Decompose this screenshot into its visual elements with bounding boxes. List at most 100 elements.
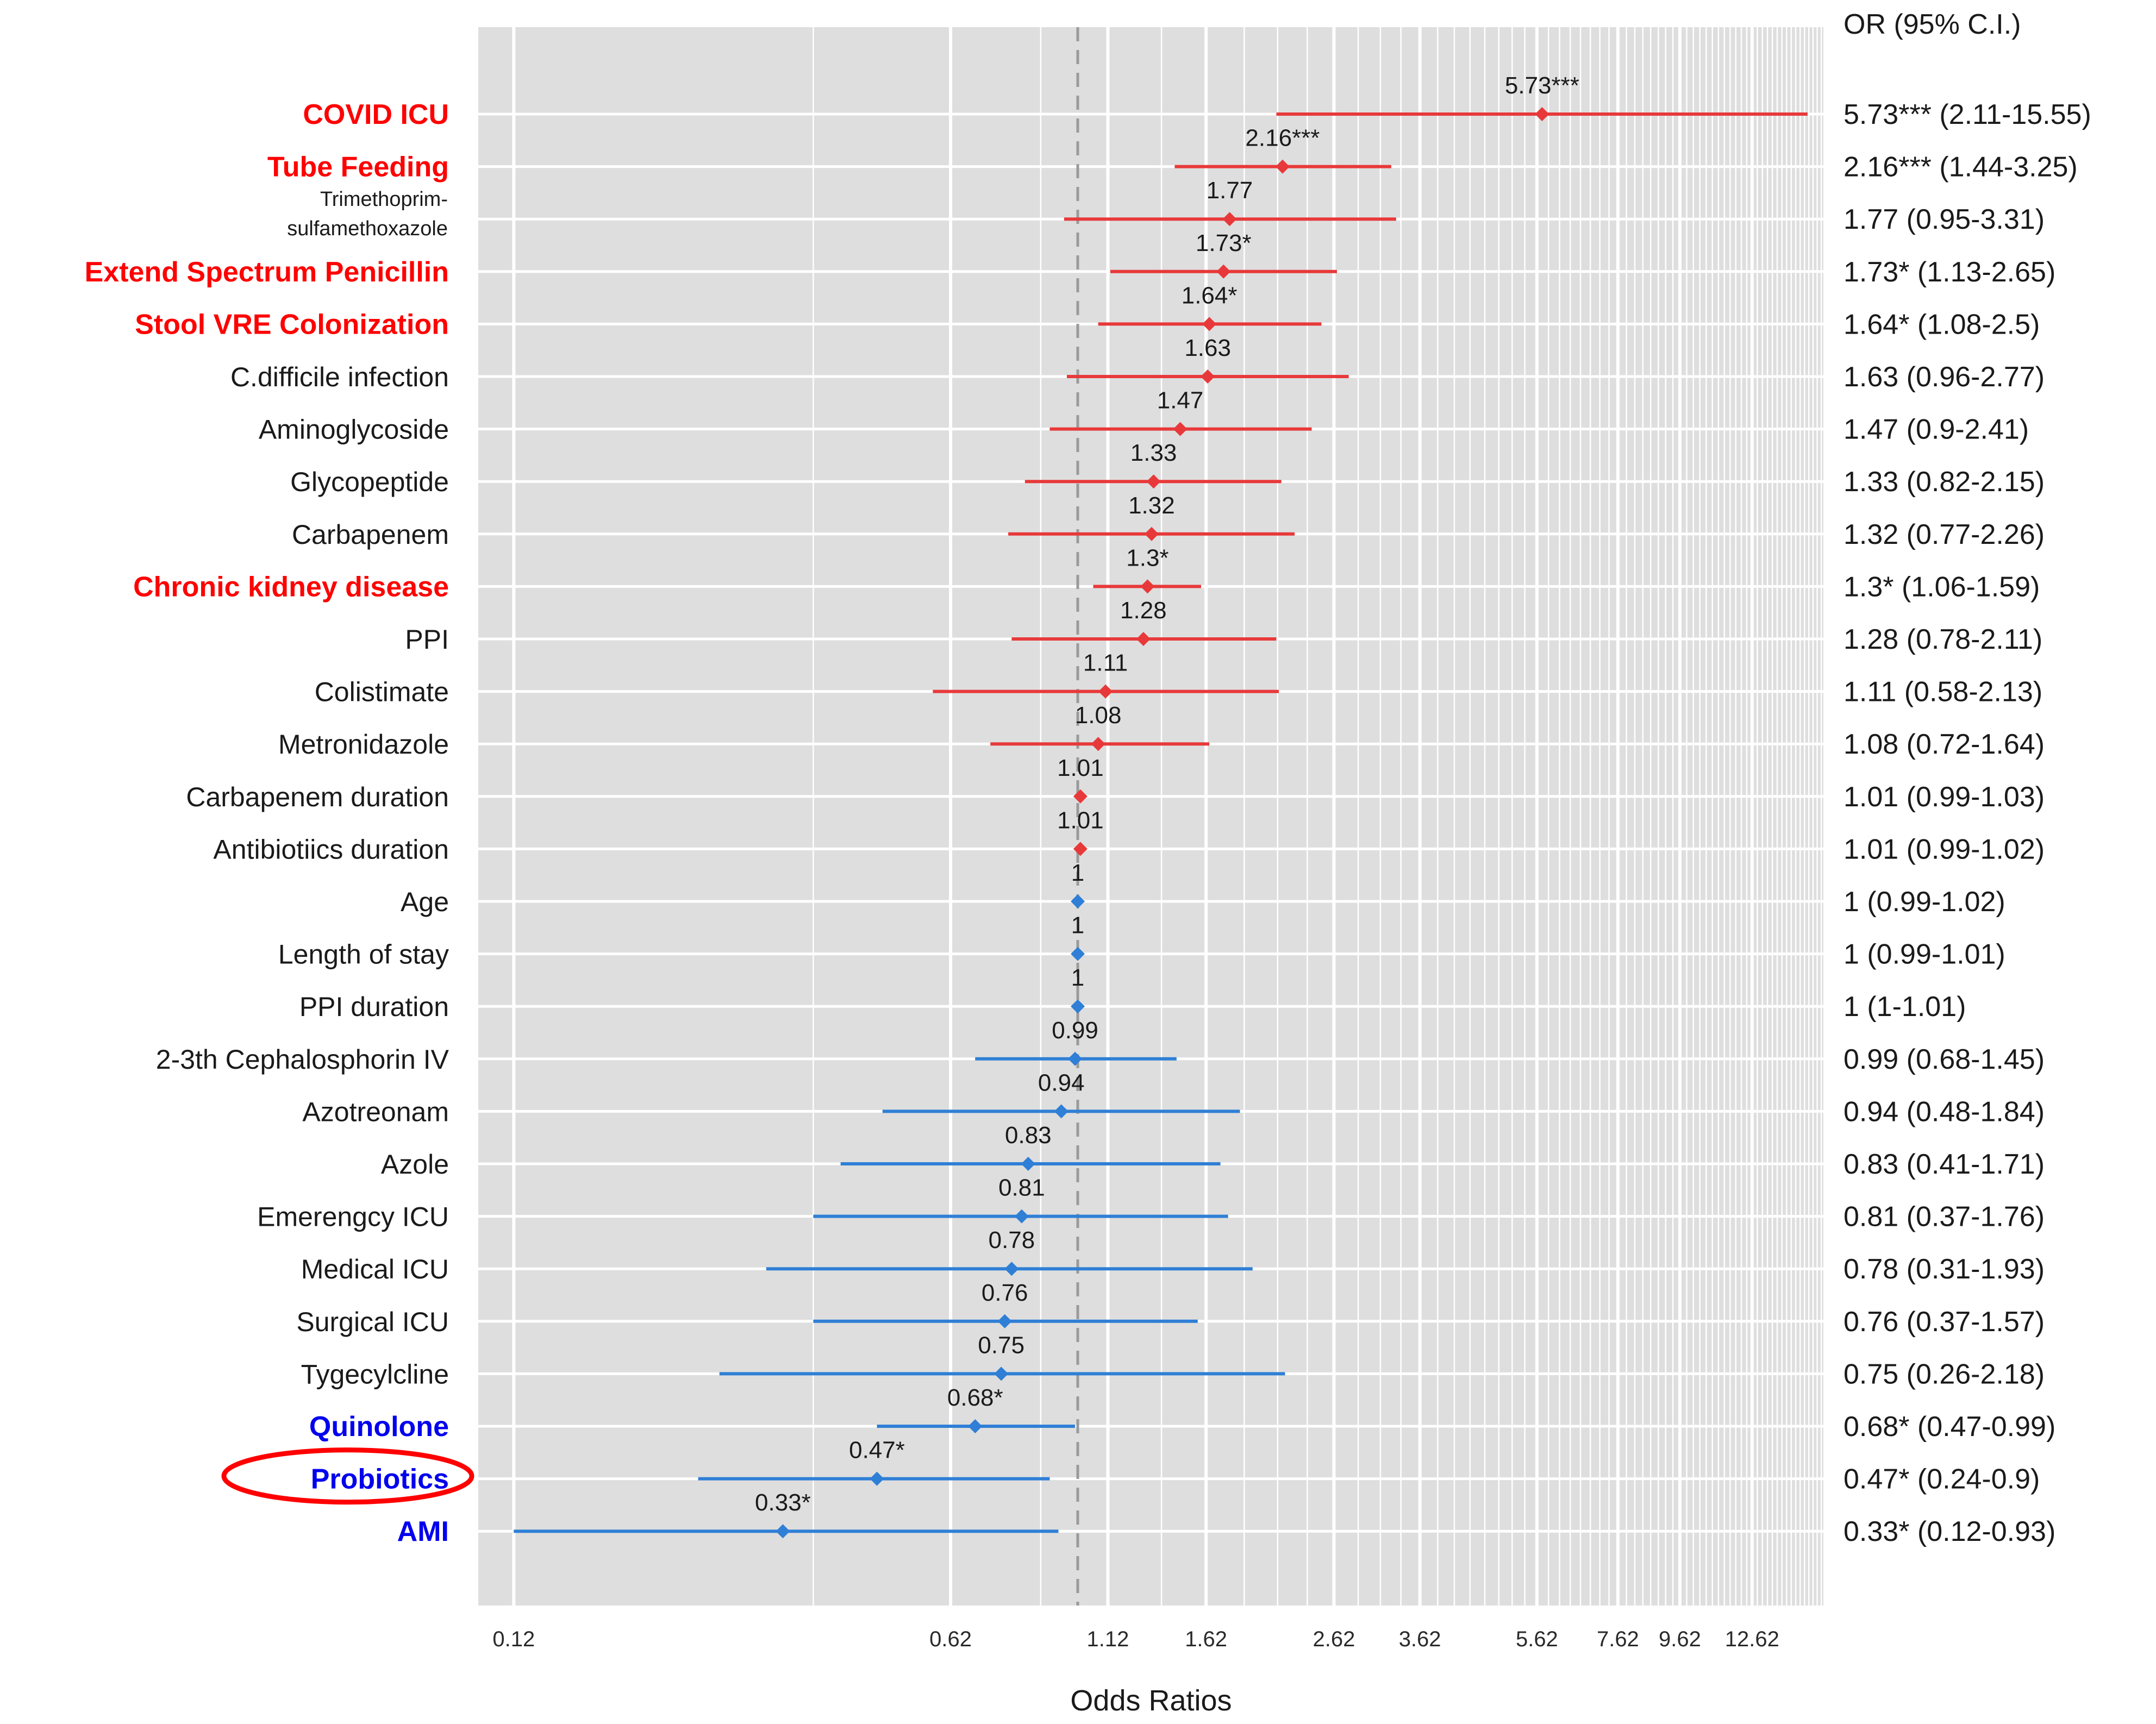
row-label: Surgical ICU bbox=[296, 1307, 449, 1337]
row-label: 2-3th Cephalosphorin IV bbox=[156, 1044, 449, 1075]
plot-panel bbox=[478, 27, 1823, 1606]
or-point bbox=[1222, 212, 1237, 227]
row-label: Glycopeptide bbox=[290, 467, 449, 497]
x-tick-label: 2.62 bbox=[1313, 1627, 1355, 1651]
value-label: 0.83 bbox=[1005, 1122, 1052, 1149]
row-label: Stool VRE Colonization bbox=[135, 309, 449, 340]
value-label: 1.28 bbox=[1120, 597, 1167, 624]
or-ci-text: 0.76 (0.37-1.57) bbox=[1843, 1306, 2045, 1338]
or-ci-text: 1.47 (0.9-2.41) bbox=[1843, 414, 2029, 446]
value-label: 2.16*** bbox=[1245, 125, 1320, 152]
or-ci-text: 0.33* (0.12-0.93) bbox=[1843, 1516, 2055, 1547]
x-tick-label: 3.62 bbox=[1399, 1627, 1441, 1651]
value-label: 1.11 bbox=[1083, 650, 1128, 676]
or-point bbox=[776, 1524, 790, 1539]
or-point bbox=[1173, 422, 1188, 436]
or-ci-text: 1.3* (1.06-1.59) bbox=[1843, 571, 2040, 603]
or-point bbox=[1073, 842, 1088, 856]
value-label: 0.78 bbox=[989, 1227, 1035, 1253]
or-ci-text: 1.33 (0.82-2.15) bbox=[1843, 466, 2045, 498]
or-ci-text: 1 (0.99-1.01) bbox=[1843, 939, 2005, 970]
row-label: Quinolone bbox=[309, 1411, 449, 1443]
row-label: Aminoglycoside bbox=[259, 415, 449, 445]
value-label: 0.68* bbox=[947, 1384, 1003, 1411]
row-label: Medical ICU bbox=[301, 1254, 449, 1284]
or-point bbox=[994, 1366, 1009, 1381]
or-point bbox=[1071, 946, 1085, 961]
or-point bbox=[870, 1471, 884, 1486]
value-label: 1.77 bbox=[1207, 177, 1253, 204]
value-label: 0.81 bbox=[998, 1175, 1045, 1201]
or-point bbox=[1014, 1209, 1029, 1224]
value-label: 1.63 bbox=[1184, 335, 1231, 361]
row-labels: COVID ICU Tube Feeding Trimethoprim-sulfam… bbox=[85, 99, 449, 1547]
value-label: 0.47* bbox=[849, 1437, 905, 1464]
x-tick-label: 0.62 bbox=[929, 1627, 972, 1651]
row-label: PPI duration bbox=[299, 992, 449, 1022]
or-ci-text: 0.75 (0.26-2.18) bbox=[1843, 1358, 2045, 1390]
or-ci-text: 1.01 (0.99-1.02) bbox=[1843, 833, 2045, 865]
value-label: 1.73* bbox=[1196, 230, 1252, 256]
or-ci-text: 1.63 (0.96-2.77) bbox=[1843, 361, 2045, 393]
or-ci-text: 1.77 (0.95-3.31) bbox=[1843, 204, 2045, 235]
row-label: Tube Feeding bbox=[267, 152, 449, 183]
row-label: Antibiotiics duration bbox=[213, 834, 449, 864]
value-label: 1 bbox=[1071, 860, 1084, 886]
x-tick-label: 1.62 bbox=[1185, 1627, 1227, 1651]
or-point bbox=[1073, 789, 1088, 804]
or-ci-text: 0.83 (0.41-1.71) bbox=[1843, 1149, 2045, 1180]
or-point bbox=[1136, 632, 1151, 646]
row-label: Colistimate bbox=[315, 677, 449, 707]
row-label: Chronic kidney disease bbox=[133, 571, 449, 603]
or-point bbox=[1071, 999, 1085, 1014]
or-ci-text: 1.11 (0.58-2.13) bbox=[1843, 676, 2042, 708]
value-label: 1 bbox=[1071, 964, 1084, 991]
or-ci-text: 1 (0.99-1.02) bbox=[1843, 886, 2005, 918]
or-point bbox=[1146, 474, 1161, 489]
row-label: PPI bbox=[405, 624, 449, 655]
or-ci-text: 0.94 (0.48-1.84) bbox=[1843, 1096, 2045, 1127]
or-point bbox=[968, 1419, 983, 1433]
value-label: 0.99 bbox=[1052, 1017, 1098, 1044]
or-column-header: OR (95% C.I.) bbox=[1843, 9, 2021, 40]
x-axis-title: Odds Ratios bbox=[1070, 1684, 1232, 1717]
or-point bbox=[1054, 1104, 1068, 1119]
value-label: 0.76 bbox=[982, 1280, 1028, 1306]
or-ci-text: 0.99 (0.68-1.45) bbox=[1843, 1044, 2045, 1075]
value-labels: 5.73*** 2.16*** 1.77 1.73* 1.64* 1.63 1.47 1.33… bbox=[755, 72, 1579, 1516]
value-label: 1.47 bbox=[1157, 387, 1204, 414]
or-ci-text: 1.01 (0.99-1.03) bbox=[1843, 781, 2045, 813]
or-ci-text: 1.08 (0.72-1.64) bbox=[1843, 729, 2045, 760]
row-label: AMI bbox=[397, 1516, 449, 1547]
or-ci-text: 0.68* (0.47-0.99) bbox=[1843, 1411, 2055, 1443]
x-tick-labels: 0.12 0.62 1.12 1.62 2.62 3.62 5.62 7.62 9.62 12.6… bbox=[492, 1627, 1779, 1651]
x-tick-label: 5.62 bbox=[1516, 1627, 1558, 1651]
row-label: COVID ICU bbox=[303, 99, 449, 130]
row-label: Metronidazole bbox=[278, 729, 449, 760]
vertical-gridlines bbox=[512, 27, 1822, 1606]
value-label: 1 bbox=[1071, 912, 1084, 939]
row-label: C.difficile infection bbox=[230, 362, 449, 392]
row-label: Probiotics bbox=[311, 1464, 449, 1495]
or-ci-text: 1.64* (1.08-2.5) bbox=[1843, 309, 2040, 340]
value-label: 5.73*** bbox=[1505, 72, 1579, 99]
value-label: 1.3* bbox=[1126, 544, 1168, 571]
row-label: Extend Spectrum Penicillin bbox=[85, 256, 449, 288]
or-point bbox=[1071, 894, 1085, 908]
or-point bbox=[997, 1314, 1012, 1328]
or-ci-text: 1.32 (0.77-2.26) bbox=[1843, 519, 2045, 550]
value-label: 1.64* bbox=[1182, 282, 1238, 309]
or-point bbox=[1140, 579, 1155, 594]
value-label: 1.32 bbox=[1128, 492, 1175, 519]
or-point bbox=[1091, 737, 1105, 751]
or-point bbox=[1068, 1051, 1083, 1066]
row-label: Emerengcy ICU bbox=[257, 1202, 449, 1232]
or-ci-text: 2.16*** (1.44-3.25) bbox=[1843, 152, 2078, 183]
row-label: Azole bbox=[381, 1149, 449, 1180]
x-tick-label: 9.62 bbox=[1659, 1627, 1701, 1651]
row-label: Length of stay bbox=[278, 939, 449, 970]
or-ci-text: 0.81 (0.37-1.76) bbox=[1843, 1201, 2045, 1233]
or-ci-text: 0.47* (0.24-0.9) bbox=[1843, 1464, 2040, 1495]
or-point bbox=[1535, 107, 1549, 121]
